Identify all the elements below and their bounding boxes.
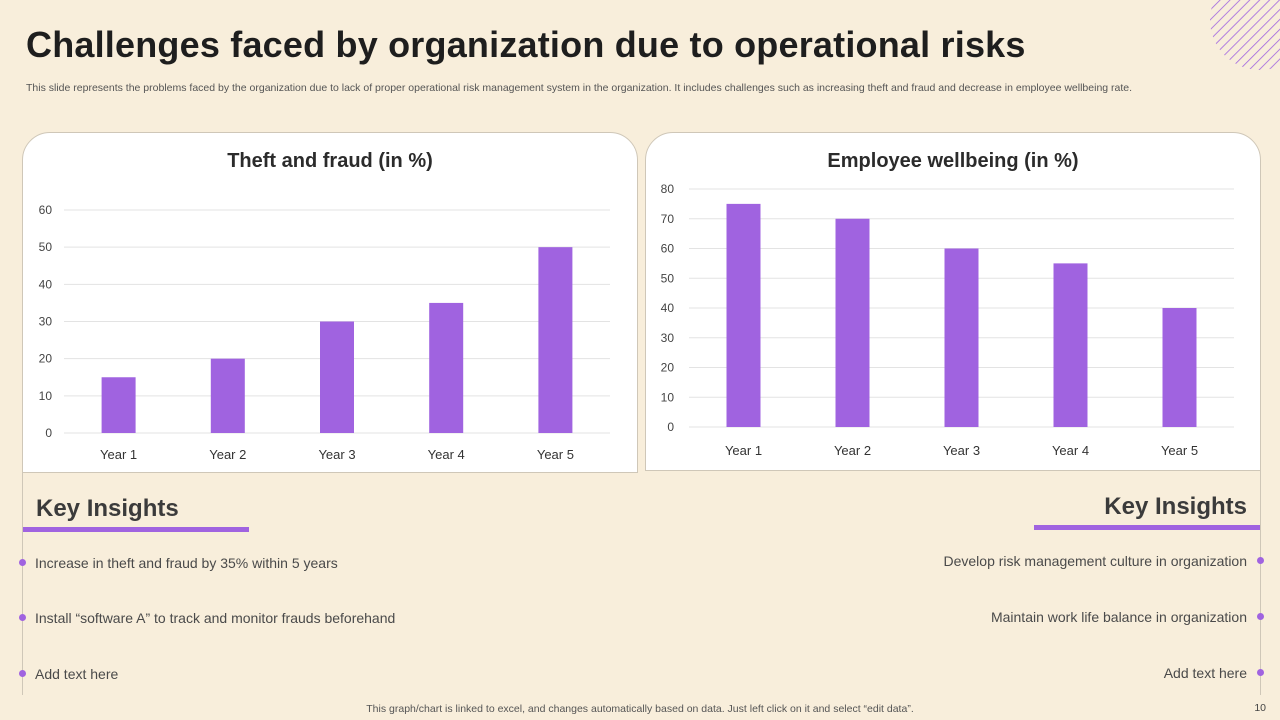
insight-item-right: Maintain work life balance in organizati… xyxy=(990,609,1247,625)
insight-item-right: Add text here xyxy=(1163,665,1247,681)
bullet-dot xyxy=(19,614,26,621)
bullet-dot xyxy=(1257,669,1264,676)
x-tick-label: Year 3 xyxy=(318,447,355,462)
key-insights-heading-left: Key Insights xyxy=(36,495,179,522)
y-tick-label: 40 xyxy=(661,301,675,315)
x-tick-label: Year 5 xyxy=(1161,443,1198,458)
y-tick-label: 40 xyxy=(39,277,53,291)
theft-fraud-bar xyxy=(320,321,354,433)
theft-fraud-bar xyxy=(101,377,136,433)
employee-wellbeing-chart: 0 10 20 30 40 50 60 70 80 Year 1 Year 2 Year 3 Year … xyxy=(661,182,1234,458)
bullet-dot xyxy=(19,670,26,677)
heading-underline-right xyxy=(1034,525,1260,530)
y-tick-label: 0 xyxy=(667,420,674,434)
page-subtitle: This slide represents the problems faced… xyxy=(26,82,1133,94)
key-insights-left: Key Insights Increase in theft and fraud… xyxy=(19,470,637,695)
wellbeing-bar xyxy=(1053,263,1088,427)
insight-item-left: Install “software A” to track and monito… xyxy=(35,610,396,626)
wellbeing-bar xyxy=(726,203,761,427)
x-tick-label: Year 5 xyxy=(537,447,574,462)
chart-title-employee-wellbeing: Employee wellbeing (in %) xyxy=(827,150,1079,172)
employee-wellbeing-chart-panel: Employee wellbeing (in %) 0 10 20 30 40 50 60 7… xyxy=(645,132,1261,471)
chart-title-theft-fraud: Theft and fraud (in %) xyxy=(227,150,433,172)
x-tick-label: Year 2 xyxy=(834,443,871,458)
theft-fraud-bar xyxy=(538,247,573,433)
wellbeing-bar xyxy=(835,218,870,427)
insight-item-right: Develop risk management culture in organ… xyxy=(943,553,1248,569)
theft-fraud-bar xyxy=(429,302,464,433)
theft-fraud-chart: 0 10 20 30 40 50 60 Year 1 Year 2 Year 3 Year 4 Yea… xyxy=(39,203,610,462)
key-insights-right: Key Insights Develop risk management cul… xyxy=(644,470,1264,695)
y-tick-label: 10 xyxy=(661,390,675,404)
insight-item-left: Add text here xyxy=(35,666,119,682)
page-number: 10 xyxy=(1254,702,1266,714)
bullet-dot xyxy=(1257,613,1264,620)
y-tick-label: 30 xyxy=(661,331,675,345)
x-tick-label: Year 1 xyxy=(725,443,762,458)
insight-item-left: Increase in theft and fraud by 35% withi… xyxy=(35,555,338,571)
wellbeing-bar xyxy=(944,248,979,427)
y-tick-label: 50 xyxy=(661,271,675,285)
y-tick-label: 70 xyxy=(661,212,675,226)
wellbeing-bar xyxy=(1162,308,1197,427)
y-tick-label: 10 xyxy=(39,389,53,403)
theft-fraud-bar xyxy=(210,358,245,433)
y-tick-label: 20 xyxy=(661,361,675,375)
y-tick-label: 0 xyxy=(45,426,52,440)
y-tick-label: 60 xyxy=(661,242,675,256)
y-tick-label: 80 xyxy=(661,182,675,196)
bullet-dot xyxy=(1257,557,1264,564)
footer-note: This graph/chart is linked to excel, and… xyxy=(366,703,914,715)
key-insights-heading-right: Key Insights xyxy=(1104,493,1247,520)
x-tick-label: Year 1 xyxy=(100,447,137,462)
heading-underline-left xyxy=(23,527,249,532)
y-tick-label: 50 xyxy=(39,240,53,254)
y-tick-label: 60 xyxy=(39,203,53,217)
x-tick-label: Year 2 xyxy=(209,447,246,462)
page-title: Challenges faced by organization due to … xyxy=(26,24,1026,65)
x-tick-label: Year 4 xyxy=(428,447,465,462)
bullet-dot xyxy=(19,559,26,566)
theft-fraud-chart-panel: Theft and fraud (in %) 0 10 20 30 40 50 60 Year… xyxy=(22,132,638,473)
striped-circle-decoration xyxy=(1210,0,1280,70)
x-tick-label: Year 4 xyxy=(1052,443,1089,458)
x-tick-label: Year 3 xyxy=(943,443,980,458)
y-tick-label: 30 xyxy=(39,315,53,329)
y-tick-label: 20 xyxy=(39,352,53,366)
